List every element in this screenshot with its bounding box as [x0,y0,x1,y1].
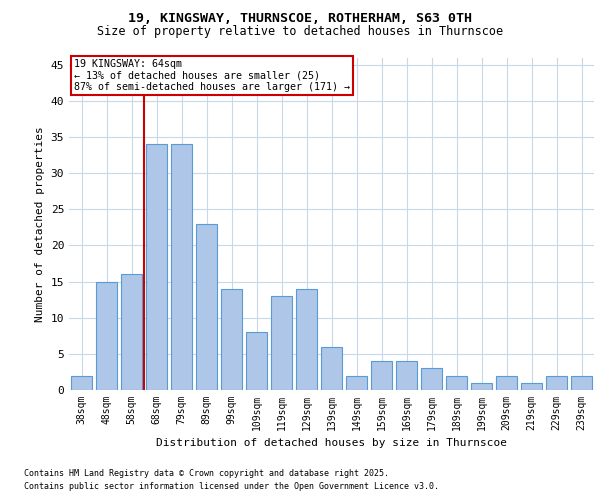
Bar [446,376,467,390]
Bar [196,224,217,390]
Bar [421,368,442,390]
Bar [571,376,592,390]
Bar [96,282,117,390]
Bar [321,346,342,390]
Text: Contains public sector information licensed under the Open Government Licence v3: Contains public sector information licen… [24,482,439,491]
Bar [271,296,292,390]
Bar [346,376,367,390]
Text: Contains HM Land Registry data © Crown copyright and database right 2025.: Contains HM Land Registry data © Crown c… [24,469,389,478]
Y-axis label: Number of detached properties: Number of detached properties [35,126,45,322]
Bar [71,376,92,390]
Bar [296,289,317,390]
Bar [371,361,392,390]
X-axis label: Distribution of detached houses by size in Thurnscoe: Distribution of detached houses by size … [156,438,507,448]
Bar [171,144,192,390]
Text: 19, KINGSWAY, THURNSCOE, ROTHERHAM, S63 0TH: 19, KINGSWAY, THURNSCOE, ROTHERHAM, S63 … [128,12,472,26]
Bar [521,383,542,390]
Bar [246,332,267,390]
Bar [546,376,567,390]
Bar [221,289,242,390]
Bar [146,144,167,390]
Bar [396,361,417,390]
Bar [496,376,517,390]
Bar [121,274,142,390]
Text: Size of property relative to detached houses in Thurnscoe: Size of property relative to detached ho… [97,25,503,38]
Text: 19 KINGSWAY: 64sqm
← 13% of detached houses are smaller (25)
87% of semi-detache: 19 KINGSWAY: 64sqm ← 13% of detached hou… [74,59,350,92]
Bar [471,383,492,390]
